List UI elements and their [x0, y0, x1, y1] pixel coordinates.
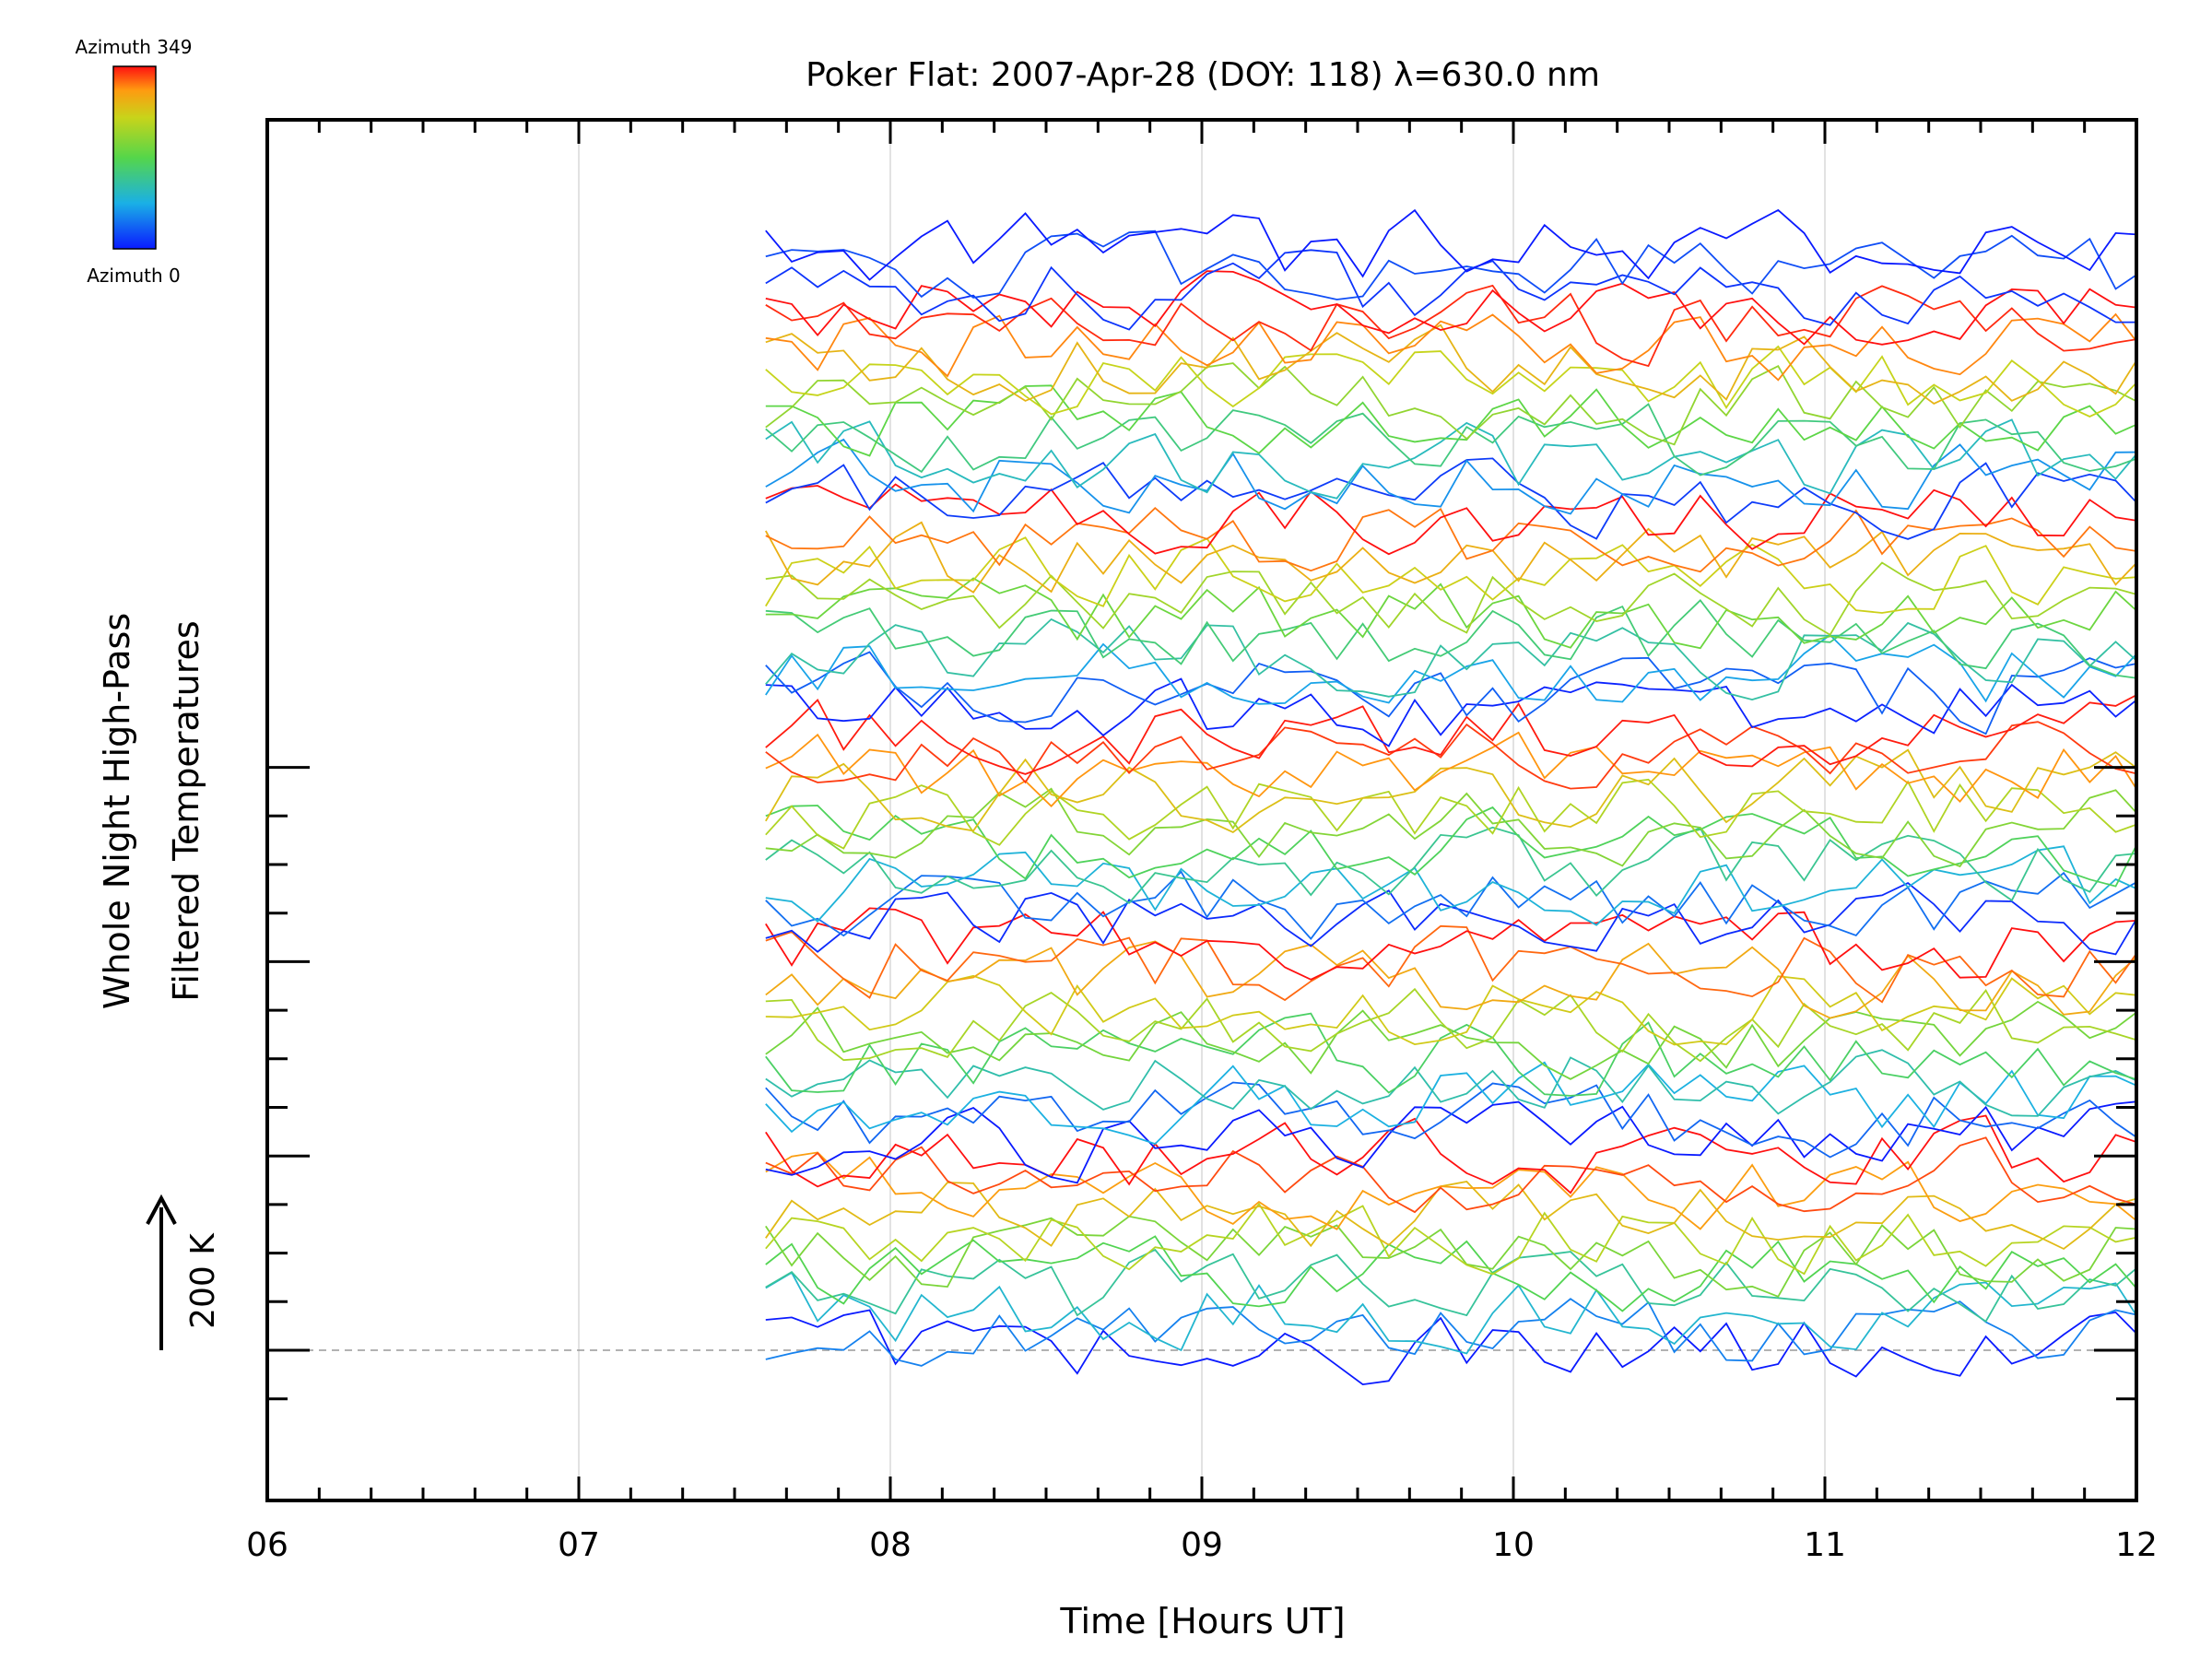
series-line [765, 1100, 2138, 1184]
series-line [765, 457, 2138, 540]
series-line [765, 940, 2138, 1019]
series-line [765, 208, 2138, 281]
x-tick-label: 06 [246, 1526, 288, 1564]
series-line [765, 384, 2138, 457]
series-line [765, 506, 2138, 573]
series-line [765, 1049, 2138, 1117]
series-line [765, 1000, 2138, 1080]
series-line [765, 536, 2138, 614]
series-line [765, 1271, 2138, 1355]
series-line [765, 598, 2138, 679]
series-line [765, 1235, 2138, 1312]
series-line [765, 731, 2138, 807]
series-line [765, 805, 2138, 888]
series-line [765, 362, 2138, 446]
series-line [765, 561, 2138, 637]
series-line [765, 521, 2138, 594]
y-axis-label-line1: Whole Night High-Pass [97, 613, 137, 1009]
colorbar-bottom-label: Azimuth 0 [87, 265, 181, 287]
series-line [765, 693, 2138, 775]
scale-arrow [146, 1194, 177, 1350]
series-line [765, 633, 2138, 705]
vertical-grid [578, 120, 1826, 1500]
chart-title: Poker Flat: 2007-Apr-28 (DOY: 118) λ=630… [806, 56, 1600, 94]
series-line [765, 787, 2138, 868]
series-line [765, 1114, 2138, 1194]
colorbar: Azimuth 349 Azimuth 0 [76, 36, 193, 287]
series-line [765, 1202, 2138, 1276]
x-tick-label: 07 [558, 1526, 600, 1564]
x-axis-label: Time [Hours UT] [1059, 1601, 1345, 1641]
x-tick-label: 09 [1181, 1526, 1223, 1564]
colorbar-top-label: Azimuth 349 [76, 36, 193, 58]
series-line [765, 974, 2138, 1046]
series-line [765, 924, 2138, 1004]
series-line [765, 1081, 2138, 1159]
series-line [765, 677, 2138, 747]
series-line [765, 1181, 2138, 1251]
series-line [765, 418, 2138, 500]
x-tick-label: 12 [2115, 1526, 2158, 1564]
series-line [765, 882, 2138, 956]
series-traces [765, 208, 2138, 1386]
axis-ticks [265, 120, 2138, 1500]
series-line [765, 1136, 2138, 1214]
series-line [765, 778, 2138, 850]
series-line [765, 483, 2138, 556]
colorbar-gradient [112, 65, 157, 250]
series-line [765, 577, 2138, 650]
series-line [765, 438, 2138, 515]
y-axis-label-line2: Filtered Temperatures [166, 620, 206, 1001]
series-line [765, 618, 2138, 701]
series-line [765, 845, 2138, 926]
series-line [765, 721, 2138, 790]
series-line [765, 1309, 2138, 1386]
series-line [765, 1061, 2138, 1146]
series-line [765, 1248, 2138, 1323]
series-line [765, 826, 2138, 904]
series-line [765, 345, 2138, 418]
series-line [765, 748, 2138, 834]
x-tick-label: 08 [869, 1526, 912, 1564]
series-line [765, 403, 2138, 477]
x-tick-labels: 06 07 08 09 10 11 12 [246, 1526, 2158, 1564]
x-tick-label: 10 [1492, 1526, 1535, 1564]
series-line [765, 1215, 2138, 1298]
scale-label: 200 K [184, 1232, 222, 1329]
series-line [765, 324, 2138, 406]
series-line [765, 249, 2138, 331]
series-line [765, 229, 2138, 300]
series-line [765, 1151, 2138, 1230]
series-line [765, 651, 2138, 735]
x-tick-label: 11 [1804, 1526, 1846, 1564]
series-line [765, 907, 2138, 981]
series-line [765, 1298, 2138, 1367]
series-line [765, 987, 2138, 1063]
series-line [765, 270, 2138, 346]
series-line [765, 284, 2138, 368]
